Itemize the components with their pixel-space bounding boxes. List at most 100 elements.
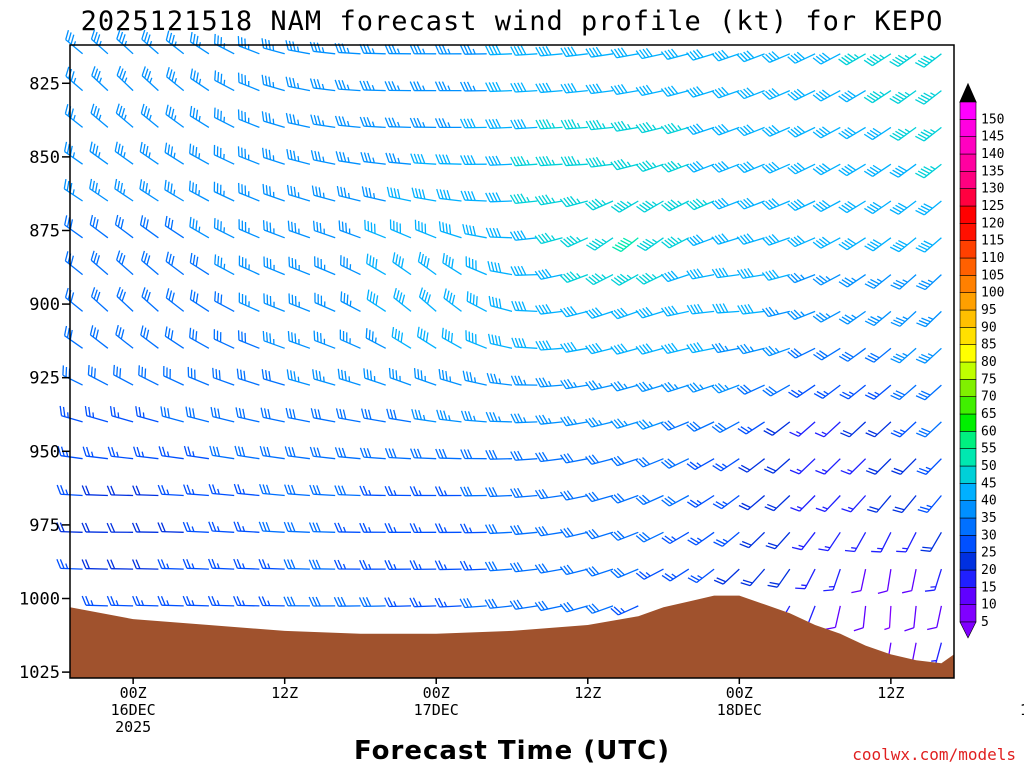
- wind-barb: [485, 45, 513, 56]
- wind-barb: [764, 458, 791, 474]
- wind-barb: [386, 186, 412, 202]
- wind-barb: [559, 235, 589, 248]
- wind-barb: [889, 126, 917, 141]
- wind-barb: [711, 123, 740, 136]
- wind-barb: [660, 420, 690, 431]
- colorbar-label: 110: [981, 251, 1004, 266]
- wind-barb: [890, 274, 917, 290]
- wind-barb: [359, 447, 386, 460]
- wind-barb: [434, 486, 462, 497]
- wind-barb: [510, 119, 538, 130]
- wind-barb: [138, 365, 159, 386]
- wind-barb: [438, 221, 462, 239]
- wind-barb: [312, 220, 336, 239]
- wind-barb: [736, 50, 765, 63]
- wind-barb: [263, 256, 285, 276]
- wind-barb: [366, 253, 387, 276]
- wind-barb: [287, 220, 311, 239]
- wind-barb: [916, 458, 942, 476]
- wind-barb: [818, 531, 841, 552]
- wind-barb: [711, 86, 740, 99]
- wind-barb: [610, 273, 639, 286]
- y-tick-label: 1025: [19, 663, 60, 683]
- colorbar-swatch: [959, 361, 977, 380]
- wind-barb: [687, 531, 715, 546]
- wind-barb: [736, 161, 765, 174]
- wind-barb: [284, 446, 310, 460]
- wind-barb: [434, 560, 462, 571]
- wind-barb: [787, 235, 816, 248]
- wind-barb: [738, 495, 766, 511]
- wind-barb: [585, 491, 614, 503]
- wind-barb: [761, 269, 790, 281]
- x-tick-label: 17DEC: [414, 701, 459, 719]
- wind-barb: [384, 485, 412, 497]
- wind-barb: [737, 303, 765, 315]
- wind-barb: [59, 405, 83, 423]
- wind-barb: [812, 89, 841, 102]
- colorbar-label: 20: [981, 563, 997, 578]
- wind-barb: [585, 273, 614, 286]
- wind-barb: [739, 531, 766, 549]
- wind-barb: [141, 66, 159, 92]
- wind-barb: [660, 305, 689, 317]
- wind-barb: [260, 407, 285, 423]
- colorbar-label: 125: [981, 199, 1004, 214]
- wind-barb: [334, 485, 361, 497]
- wind-barb: [534, 526, 563, 537]
- colorbar-swatch: [959, 119, 977, 137]
- wind-barb: [736, 124, 765, 137]
- wind-barb: [365, 328, 387, 349]
- wind-barb: [359, 522, 386, 533]
- colorbar-bottom-arrow: [959, 621, 977, 639]
- wind-barb: [812, 236, 841, 249]
- wind-barb: [116, 29, 134, 55]
- wind-barb: [815, 458, 841, 475]
- wind-barb: [915, 347, 942, 364]
- wind-barb: [214, 254, 235, 276]
- wind-barb: [113, 364, 134, 386]
- wind-barb: [915, 384, 942, 401]
- colorbar-label: 15: [981, 580, 997, 595]
- wind-barb: [465, 256, 487, 276]
- wind-barb: [484, 598, 513, 609]
- wind-barb: [610, 567, 639, 579]
- wind-barb: [916, 421, 942, 438]
- wind-barb: [309, 78, 336, 92]
- wind-barb: [340, 291, 361, 312]
- wind-barb: [308, 559, 336, 570]
- wind-barb: [384, 448, 412, 460]
- wind-barb: [535, 377, 563, 388]
- wind-barb: [311, 185, 336, 202]
- wind-barb: [560, 46, 588, 58]
- wind-barb: [787, 347, 816, 359]
- colorbar-swatch: [959, 413, 977, 432]
- colorbar-swatch: [959, 465, 977, 484]
- wind-barb: [560, 155, 588, 167]
- colorbar-swatch: [959, 430, 977, 449]
- wind-barb: [213, 107, 235, 128]
- wind-barb: [436, 409, 462, 423]
- wind-barb: [409, 117, 437, 129]
- wind-barb: [686, 342, 715, 354]
- wind-barb: [89, 325, 109, 349]
- colorbar-swatch: [959, 240, 977, 259]
- wind-barb: [286, 369, 311, 386]
- wind-barb: [890, 384, 917, 401]
- wind-barb: [838, 347, 866, 362]
- wind-barb: [106, 559, 134, 570]
- credit-link[interactable]: coolwx.com/models: [852, 745, 1016, 764]
- wind-barb: [864, 200, 892, 215]
- wind-barb: [416, 326, 437, 349]
- wind-barb: [610, 493, 639, 504]
- colorbar-label: 30: [981, 528, 997, 543]
- wind-barb: [435, 448, 462, 460]
- colorbar-swatch: [959, 500, 977, 519]
- colorbar-swatch: [959, 309, 977, 328]
- colorbar-swatch: [959, 517, 977, 536]
- wind-barb: [736, 384, 765, 395]
- wind-barb: [466, 291, 488, 312]
- wind-barb: [116, 65, 134, 92]
- wind-barb: [213, 329, 235, 349]
- wind-barb: [258, 558, 285, 570]
